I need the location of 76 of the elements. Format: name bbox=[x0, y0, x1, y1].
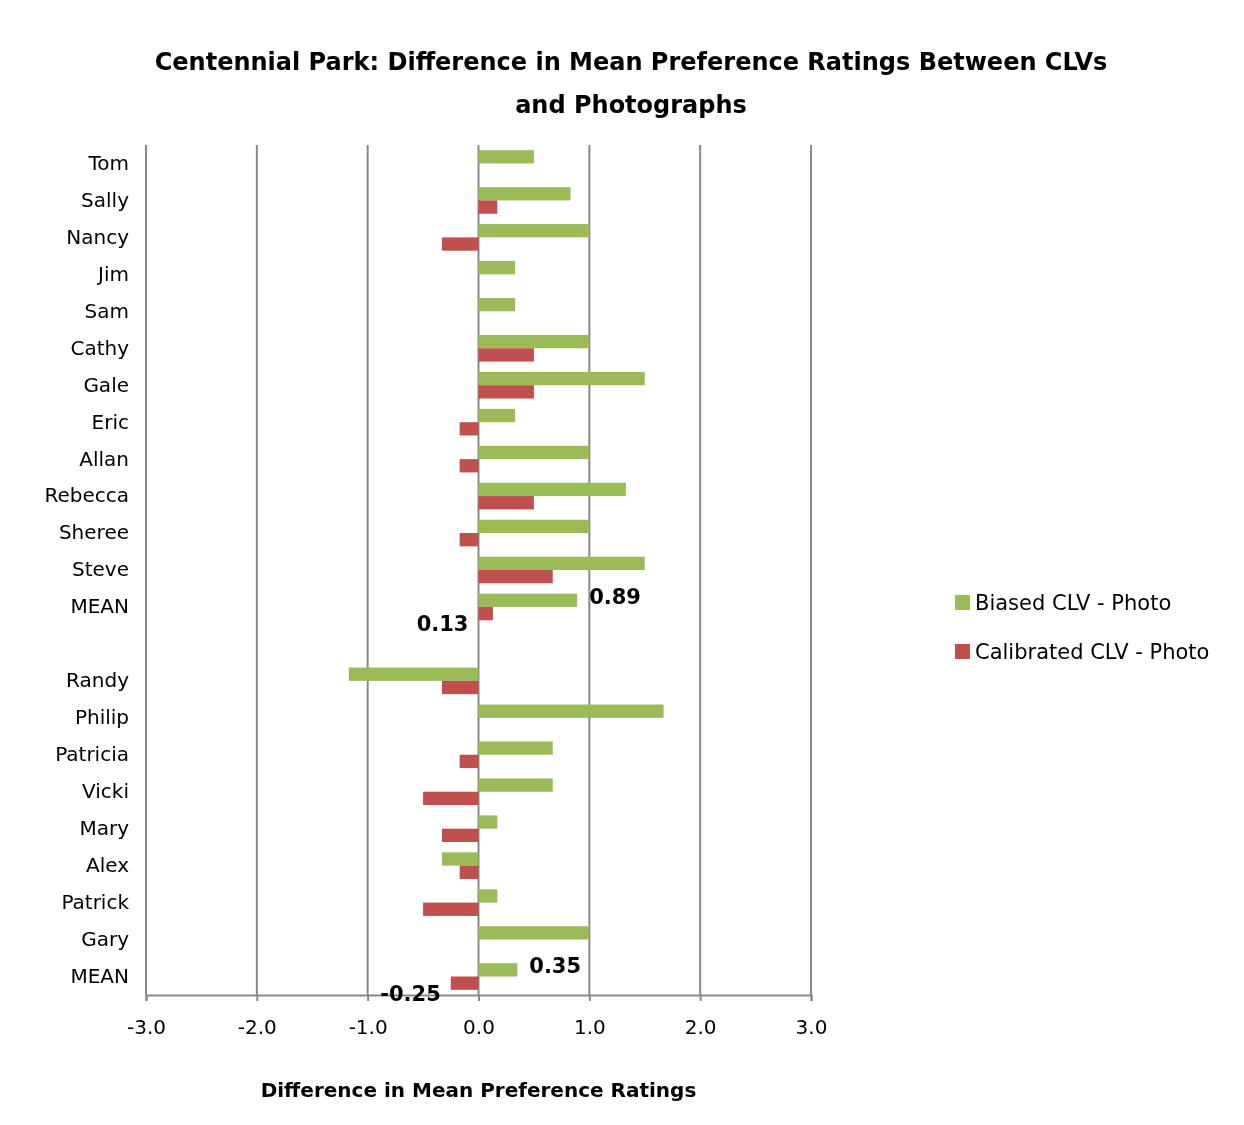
bar bbox=[478, 496, 534, 510]
bar bbox=[478, 570, 553, 584]
x-tick-label: 0.0 bbox=[463, 1015, 495, 1039]
y-tick-label: Gary bbox=[81, 926, 130, 951]
bar bbox=[478, 593, 578, 607]
bar bbox=[459, 459, 479, 473]
bar bbox=[478, 385, 534, 399]
bar bbox=[478, 963, 518, 977]
bar bbox=[478, 298, 516, 312]
data-label: 0.35 bbox=[529, 954, 582, 979]
x-tick-label: -1.0 bbox=[348, 1015, 388, 1039]
bar bbox=[478, 150, 534, 164]
bar bbox=[459, 422, 479, 436]
bar bbox=[478, 200, 498, 214]
y-tick-label: Rebecca bbox=[44, 483, 129, 508]
bar bbox=[478, 408, 516, 423]
y-tick-label: Sally bbox=[81, 187, 130, 212]
y-tick-label: Randy bbox=[66, 668, 130, 693]
bar bbox=[478, 815, 498, 829]
bar bbox=[423, 791, 479, 806]
bar bbox=[450, 976, 479, 990]
bar bbox=[459, 865, 479, 879]
chart-title: Centennial Park: Difference in Mean Preference Ratings Between CLVs and Photographs bbox=[154, 48, 1108, 119]
bar bbox=[478, 371, 645, 386]
bar bbox=[459, 754, 479, 769]
y-tick-label: Tom bbox=[87, 150, 129, 175]
bar bbox=[441, 237, 479, 251]
bar bbox=[478, 704, 664, 718]
bar bbox=[478, 224, 590, 238]
y-tick-label: Mary bbox=[79, 816, 130, 841]
y-tick-label: Gale bbox=[83, 372, 129, 397]
bar bbox=[478, 519, 590, 534]
data-label: -0.25 bbox=[380, 981, 441, 1006]
y-tick-label: Sam bbox=[84, 298, 129, 323]
bar bbox=[478, 556, 645, 570]
bar bbox=[478, 778, 553, 792]
bar bbox=[441, 828, 479, 842]
bar bbox=[478, 741, 553, 755]
y-tick-label: Vicki bbox=[82, 779, 129, 804]
y-tick-label: Allan bbox=[79, 446, 129, 471]
x-tick-label: 1.0 bbox=[573, 1015, 606, 1039]
y-tick-label: Alex bbox=[85, 853, 130, 878]
y-tick-label: Sheree bbox=[58, 520, 129, 545]
bar bbox=[478, 606, 493, 621]
y-tick-label: Nancy bbox=[66, 224, 130, 249]
bar bbox=[441, 852, 479, 866]
data-label: 0.13 bbox=[416, 611, 469, 636]
data-label: 0.89 bbox=[589, 584, 641, 609]
legend-label: Calibrated CLV - Photo bbox=[975, 640, 1210, 665]
bar bbox=[478, 348, 534, 362]
bar bbox=[459, 533, 479, 547]
y-tick-label: Jim bbox=[96, 261, 129, 286]
x-axis-title: Difference in Mean Preference Ratings bbox=[260, 1078, 697, 1102]
x-tick-label: -2.0 bbox=[237, 1015, 277, 1039]
y-tick-label: Cathy bbox=[70, 335, 130, 360]
y-tick-label: Steve bbox=[72, 557, 129, 582]
y-tick-label: Patricia bbox=[55, 742, 129, 767]
y-tick-label: Philip bbox=[74, 705, 129, 730]
bar bbox=[348, 667, 479, 681]
x-tick-label: 2.0 bbox=[684, 1015, 717, 1039]
bar bbox=[478, 482, 626, 497]
legend-label: Biased CLV - Photo bbox=[975, 591, 1172, 616]
y-tick-label: Patrick bbox=[61, 890, 130, 915]
y-tick-label: MEAN bbox=[70, 963, 129, 988]
y-tick-label: MEAN bbox=[70, 594, 129, 619]
x-tick-label: -3.0 bbox=[126, 1015, 167, 1039]
bar bbox=[478, 334, 590, 349]
bar bbox=[478, 445, 590, 460]
bar bbox=[478, 889, 498, 903]
bar bbox=[478, 926, 590, 940]
bar bbox=[423, 902, 479, 916]
bar bbox=[478, 261, 516, 275]
x-tick-label: 3.0 bbox=[795, 1015, 828, 1039]
bar bbox=[478, 187, 571, 201]
bar bbox=[441, 680, 479, 695]
y-tick-label: Eric bbox=[91, 409, 129, 434]
